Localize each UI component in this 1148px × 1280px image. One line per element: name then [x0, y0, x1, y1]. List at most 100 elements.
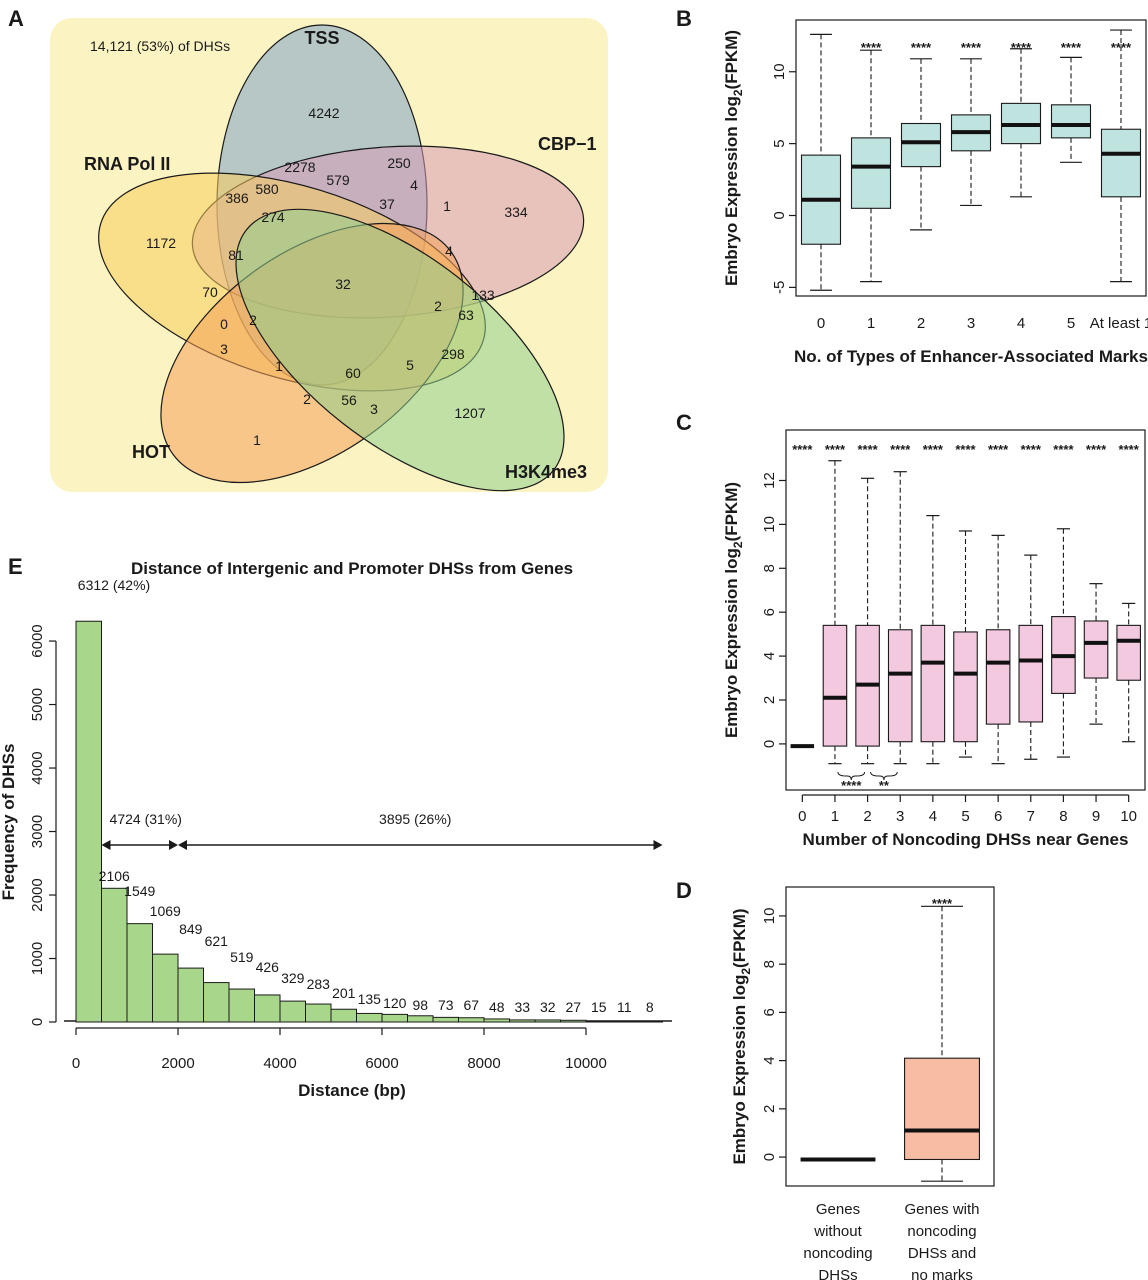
y-tick-label: 12	[761, 472, 778, 489]
x-category-label: 3	[896, 808, 904, 825]
venn-count-28: 2	[303, 391, 311, 407]
y-tick-label: 8	[761, 960, 778, 968]
x-tick-label: 4000	[263, 1055, 296, 1072]
panel-label-a: A	[8, 6, 24, 31]
y-tick-label: 6000	[29, 624, 46, 657]
venn-count-18: 2	[249, 312, 257, 328]
box-2	[900, 58, 942, 231]
x-category-label: 1	[867, 315, 875, 332]
histogram-bar-label: 201	[332, 985, 356, 1001]
venn-count-21: 63	[458, 307, 474, 323]
y-axis-label-suffix: (FPKM)	[730, 908, 749, 967]
venn-label-tss: TSS	[304, 28, 339, 48]
x-axis-label: No. of Types of Enhancer-Associated Mark…	[794, 347, 1148, 366]
x-category-label: without	[813, 1223, 862, 1240]
y-tick-label: 2	[761, 696, 778, 704]
box-5	[953, 530, 978, 758]
histogram-bar-label: 67	[463, 997, 479, 1013]
histogram-bar-7	[254, 994, 281, 1023]
significance-label: ****	[961, 40, 982, 55]
y-axis-label: Frequency of DHSs	[0, 744, 18, 901]
histogram-bar-14	[432, 1016, 459, 1023]
y-axis-label: Embryo Expression log2(FPKM)	[722, 482, 745, 738]
y-axis-label-sub: 2	[731, 541, 745, 548]
x-category-label: 2	[863, 808, 871, 825]
histogram-bar-label: 329	[281, 970, 305, 986]
box-iqr	[1018, 624, 1044, 723]
x-category-label: 1	[831, 808, 839, 825]
box-3	[887, 471, 913, 765]
box-iqr	[850, 137, 892, 209]
y-axis-label: Embryo Expression log2(FPKM)	[730, 908, 753, 1164]
y-tick-label: 1000	[29, 942, 46, 975]
histogram-bar-11	[356, 1012, 383, 1023]
significance-label: ****	[1111, 40, 1132, 55]
histogram-bar-9	[305, 1003, 332, 1023]
box-iqr	[1116, 624, 1141, 681]
x-category-label: At least 1	[1090, 315, 1148, 332]
y-tick-label: 4000	[29, 751, 46, 784]
x-category-label: noncoding	[907, 1223, 976, 1240]
x-category-label: 4	[929, 808, 937, 825]
venn-count-25: 1	[275, 358, 283, 374]
box-1	[904, 905, 980, 1182]
y-tick-label: 6	[761, 1008, 778, 1016]
x-category-label: 0	[798, 808, 806, 825]
box-iqr	[1083, 620, 1109, 679]
significance-label: ****	[792, 442, 813, 457]
y-tick-label: -5	[771, 281, 788, 294]
histogram-bar-15	[458, 1017, 485, 1023]
significance-label: ****	[857, 442, 878, 457]
venn-count-15: 4	[445, 243, 453, 259]
venn-count-8: 580	[255, 181, 279, 197]
histogram-bar-label: 1069	[150, 903, 181, 919]
venn-count-3: 1	[253, 432, 261, 448]
x-tick-label: 2000	[161, 1055, 194, 1072]
histogram-bar-label: 8	[646, 999, 654, 1015]
significance-label: ****	[1061, 40, 1082, 55]
range-arrow-head-left	[101, 840, 111, 850]
histogram-bar-22	[636, 1020, 663, 1023]
box-iqr	[920, 624, 946, 743]
plot-frame	[785, 886, 995, 1187]
box-4	[920, 515, 946, 765]
y-axis-label-sub: 2	[739, 968, 753, 975]
x-category-label: 2	[917, 315, 925, 332]
significance-label: ****	[1086, 442, 1107, 457]
y-axis-label: Embryo Expression log2(FPKM)	[722, 30, 745, 286]
y-tick-label: 4	[761, 1056, 778, 1064]
venn-label-h3k4me3: H3K4me3	[505, 462, 587, 482]
venn-count-5: 2278	[284, 159, 315, 175]
box-3	[950, 58, 992, 207]
y-tick-label: 10	[761, 516, 778, 533]
panel-d-boxplot: 0 2 4 6 8 10 **** Genes without noncoding DHSs Gene…	[730, 886, 995, 1280]
plot-frame	[795, 19, 1147, 297]
pair-significance-label: ****	[841, 778, 862, 793]
venn-label-hot: HOT	[132, 442, 170, 462]
venn-count-12: 37	[379, 196, 395, 212]
histogram-bar-label: 120	[383, 995, 407, 1011]
significance-label: ****	[1053, 442, 1074, 457]
x-category-label: 8	[1059, 808, 1067, 825]
x-tick-label: 10000	[565, 1055, 607, 1072]
significance-label: ****	[923, 442, 944, 457]
histogram-bar-label: 849	[179, 921, 203, 937]
venn-count-22: 0	[220, 316, 228, 332]
histogram-bar-21	[611, 1020, 638, 1023]
y-tick-label: 5000	[29, 688, 46, 721]
x-axis-label: Number of Noncoding DHSs near Genes	[803, 830, 1129, 849]
histogram-bar-19	[560, 1019, 587, 1023]
y-tick-label: 3000	[29, 815, 46, 848]
range-label: 3895 (26%)	[379, 811, 451, 827]
panel-label-b: B	[676, 6, 692, 31]
y-axis-label-main: Embryo Expression log	[730, 975, 749, 1165]
box-10	[1116, 602, 1141, 743]
histogram-bar-label: 426	[256, 959, 280, 975]
significance-label: ****	[890, 442, 911, 457]
x-axis-label: Distance (bp)	[298, 1081, 406, 1100]
x-category-label: 6	[994, 808, 1002, 825]
venn-count-6: 250	[387, 155, 411, 171]
pair-bracket	[837, 771, 866, 781]
histogram-bar-label: 73	[438, 997, 454, 1013]
panel-label-c: C	[676, 410, 692, 435]
